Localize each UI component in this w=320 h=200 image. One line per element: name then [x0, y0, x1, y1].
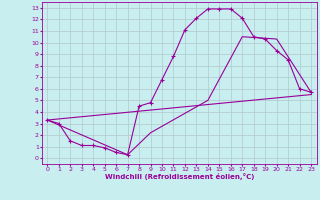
X-axis label: Windchill (Refroidissement éolien,°C): Windchill (Refroidissement éolien,°C) [105, 173, 254, 180]
